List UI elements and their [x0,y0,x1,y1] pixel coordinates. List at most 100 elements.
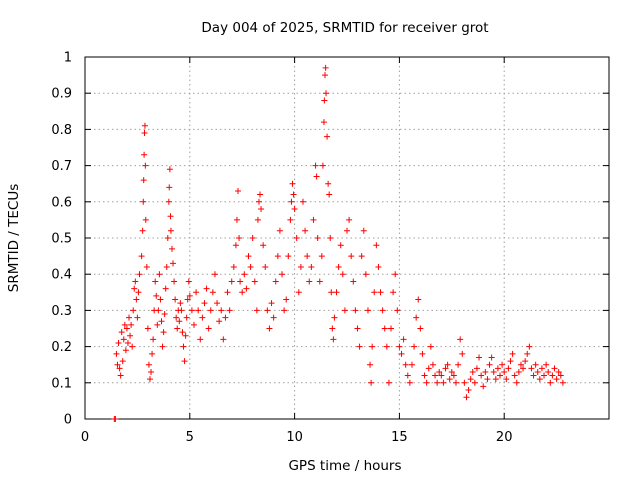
data-point [285,253,292,260]
data-point [333,289,340,296]
data-point [429,361,436,368]
data-point [551,365,558,372]
data-point [115,339,122,346]
data-point [482,368,489,375]
data-point [134,314,141,321]
data-point [185,278,192,285]
data-point [555,368,562,375]
data-point [434,379,441,386]
data-point [402,361,409,368]
data-point [455,361,462,368]
data-point [415,296,422,303]
data-point [373,242,380,249]
data-point [163,263,170,270]
data-point [398,350,405,357]
data-point [478,372,485,379]
data-point [543,361,550,368]
data-point [330,336,337,343]
data-point [392,271,399,278]
data-point [494,365,501,372]
data-point [318,253,325,260]
data-point [471,379,478,386]
data-point [417,325,424,332]
data-point [465,387,472,394]
data-point [148,368,155,375]
y-tick-label: 0.9 [51,87,72,102]
data-point [371,289,378,296]
y-tick-label: 1 [64,51,72,66]
data-point [291,206,298,213]
data-point [358,253,365,260]
data-point [153,292,160,299]
data-point [226,307,233,314]
data-point [547,379,554,386]
data-point [484,376,491,383]
data-point [222,314,229,321]
data-point [362,271,369,278]
data-point [319,162,326,169]
data-point [211,271,218,278]
data-point [499,361,506,368]
data-point [188,307,195,314]
data-point [247,263,254,270]
y-tick-label: 0.2 [51,340,72,355]
y-tick-label: 0.6 [51,195,72,210]
data-point [457,336,464,343]
data-point [326,191,333,198]
data-point [509,350,516,357]
data-point [360,227,367,234]
data-point [425,365,432,372]
data-point [149,350,156,357]
data-point [167,213,174,220]
data-point [140,198,147,205]
data-point [171,278,178,285]
data-point [128,321,135,328]
data-point [172,296,179,303]
data-point [316,278,323,285]
data-point [264,307,271,314]
grid-lines [85,57,609,419]
data-point [348,253,355,260]
data-point [299,198,306,205]
data-point [160,329,167,336]
data-point [530,372,537,379]
data-point [322,64,329,71]
data-point [193,289,200,296]
data-point [438,372,445,379]
data-point [181,358,188,365]
data-point [463,394,470,401]
data-point [440,379,447,386]
data-point [195,307,202,314]
data-point [266,325,273,332]
data-point [139,227,146,234]
data-point [197,336,204,343]
data-point [536,376,543,383]
data-point [486,361,493,368]
data-point [233,216,240,223]
data-point [513,379,520,386]
data-point [176,318,183,325]
data-point [329,325,336,332]
data-point [113,350,120,357]
data-point [522,358,529,365]
data-point [324,133,331,140]
data-point [199,314,206,321]
data-point [251,278,258,285]
data-point [385,379,392,386]
data-point [274,253,281,260]
data-point [383,343,390,350]
data-point [124,339,131,346]
data-point [520,365,527,372]
data-point [253,307,260,314]
data-point [346,216,353,223]
data-point [136,271,143,278]
data-point [511,372,518,379]
data-point [369,343,376,350]
data-point [379,307,386,314]
data-point [448,368,455,375]
data-point [288,198,295,205]
data-point [312,162,319,169]
data-point [123,325,130,332]
data-point [339,271,346,278]
